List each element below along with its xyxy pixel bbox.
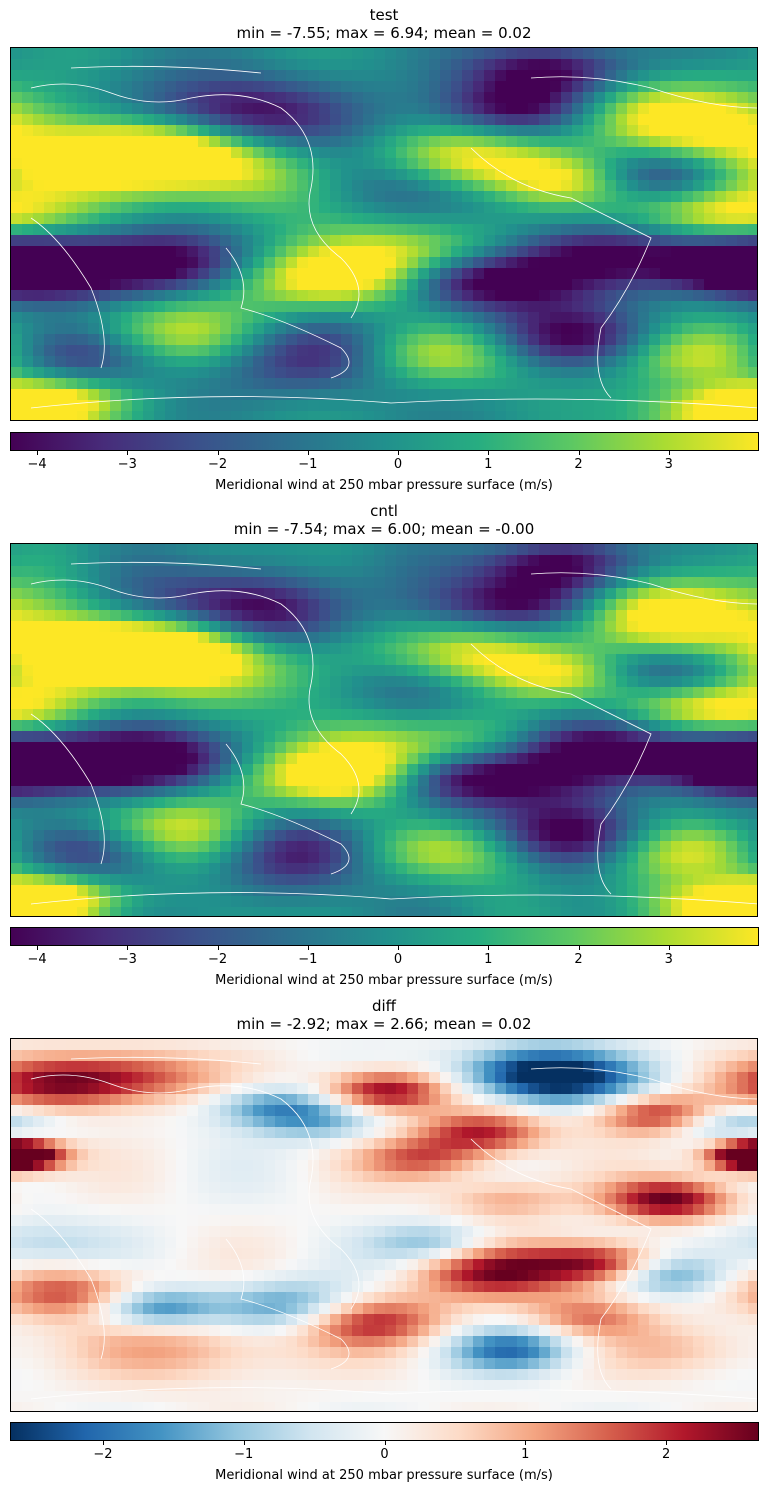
coastline: [70, 1056, 262, 1065]
coastline: [30, 892, 757, 905]
colorbar-tick-label: 1: [484, 952, 493, 967]
colorbar-tick: [398, 946, 400, 950]
map-test: [10, 47, 758, 421]
coastline: [30, 579, 360, 815]
coastline: [470, 1138, 652, 1390]
colorbar-tick-label: 1: [484, 457, 493, 472]
colorbar-tick-label: −2: [93, 1447, 113, 1462]
coastline: [30, 217, 105, 369]
colorbar-cntl: [10, 927, 759, 946]
coastline: [530, 76, 757, 109]
colorbar-tick-label: 2: [574, 952, 583, 967]
colorbar-tick-label: −3: [117, 952, 137, 967]
colorbar-tick: [666, 1441, 668, 1445]
colorbar-label: Meridional wind at 250 mbar pressure sur…: [215, 973, 553, 988]
coastline: [225, 1238, 350, 1370]
colorbar-tick: [102, 1441, 104, 1445]
coastline: [530, 572, 757, 605]
colorbar-tick: [217, 451, 219, 455]
colorbar-tick-label: −3: [117, 457, 137, 472]
map-cntl: [10, 543, 758, 917]
colorbar-tick-label: −1: [298, 952, 318, 967]
colorbar-tick-label: 0: [393, 952, 403, 967]
coastline: [30, 1387, 757, 1400]
colorbar-tick-label: −4: [27, 952, 47, 967]
colorbar-tick-label: −1: [234, 1447, 254, 1462]
field-test: [11, 48, 757, 420]
panel-stats: min = -7.55; max = 6.94; mean = 0.02: [236, 24, 532, 42]
panel-title: diff: [371, 997, 397, 1015]
map-diff: [10, 1038, 758, 1412]
coastline: [30, 1208, 105, 1360]
colorbar-tick: [488, 451, 490, 455]
colorbar-tick-label: 3: [664, 457, 673, 472]
colorbar-tick: [307, 946, 309, 950]
colorbar-tick: [37, 946, 39, 950]
colorbar-tick: [578, 451, 580, 455]
colorbar-tick: [127, 946, 129, 950]
colorbar-tick: [384, 1441, 386, 1445]
colorbar-test: [10, 432, 759, 451]
colorbar-tick-label: 2: [574, 457, 583, 472]
panel-title: test: [369, 6, 399, 24]
colorbar-label: Meridional wind at 250 mbar pressure sur…: [215, 478, 553, 493]
coastline: [30, 1074, 360, 1310]
panel-stats: min = -2.92; max = 2.66; mean = 0.02: [236, 1015, 532, 1033]
colorbar-ticks-test: −4 −3 −2 −1 0 1 2 3: [10, 451, 759, 473]
colorbar-tick: [578, 946, 580, 950]
colorbar-tick-label: −2: [207, 952, 228, 967]
colorbar-tick: [127, 451, 129, 455]
colorbar-tick-label: −2: [207, 457, 228, 472]
coastline: [225, 247, 350, 379]
colorbar-tick: [668, 451, 670, 455]
colorbar-ticks-diff: −2 −1 0 1 2: [10, 1441, 759, 1463]
coastline: [30, 83, 360, 319]
colorbar-tick: [217, 946, 219, 950]
coastline: [225, 743, 350, 875]
colorbar-tick-label: −1: [298, 457, 318, 472]
colorbar-tick-label: 2: [661, 1447, 671, 1462]
colorbar-tick-label: 3: [664, 952, 673, 967]
coastline: [530, 1067, 757, 1100]
field-cntl: [11, 544, 757, 916]
colorbar-tick: [525, 1441, 527, 1445]
colorbar-tick-label: 0: [380, 1447, 389, 1462]
coastline: [30, 713, 105, 865]
colorbar-tick: [488, 946, 490, 950]
field-diff: [11, 1039, 757, 1411]
colorbar-tick-label: −4: [27, 457, 47, 472]
colorbar-label: Meridional wind at 250 mbar pressure sur…: [215, 1468, 553, 1483]
colorbar-ticks-cntl: −4 −3 −2 −1 0 1 2 3: [10, 946, 759, 968]
coastline: [70, 65, 262, 74]
colorbar-tick-label: 0: [393, 457, 403, 472]
colorbar-diff: [10, 1422, 759, 1441]
panel-title: cntl: [370, 502, 398, 520]
coastline: [30, 396, 757, 409]
coastline: [470, 147, 652, 399]
panel-stats: min = -7.54; max = 6.00; mean = -0.00: [233, 520, 535, 538]
coastline: [70, 561, 262, 570]
colorbar-tick: [398, 451, 400, 455]
colorbar-tick: [243, 1441, 245, 1445]
colorbar-tick-label: 1: [521, 1447, 530, 1462]
colorbar-tick: [668, 946, 670, 950]
colorbar-tick: [37, 451, 39, 455]
coastline: [470, 643, 652, 895]
colorbar-tick: [307, 451, 309, 455]
